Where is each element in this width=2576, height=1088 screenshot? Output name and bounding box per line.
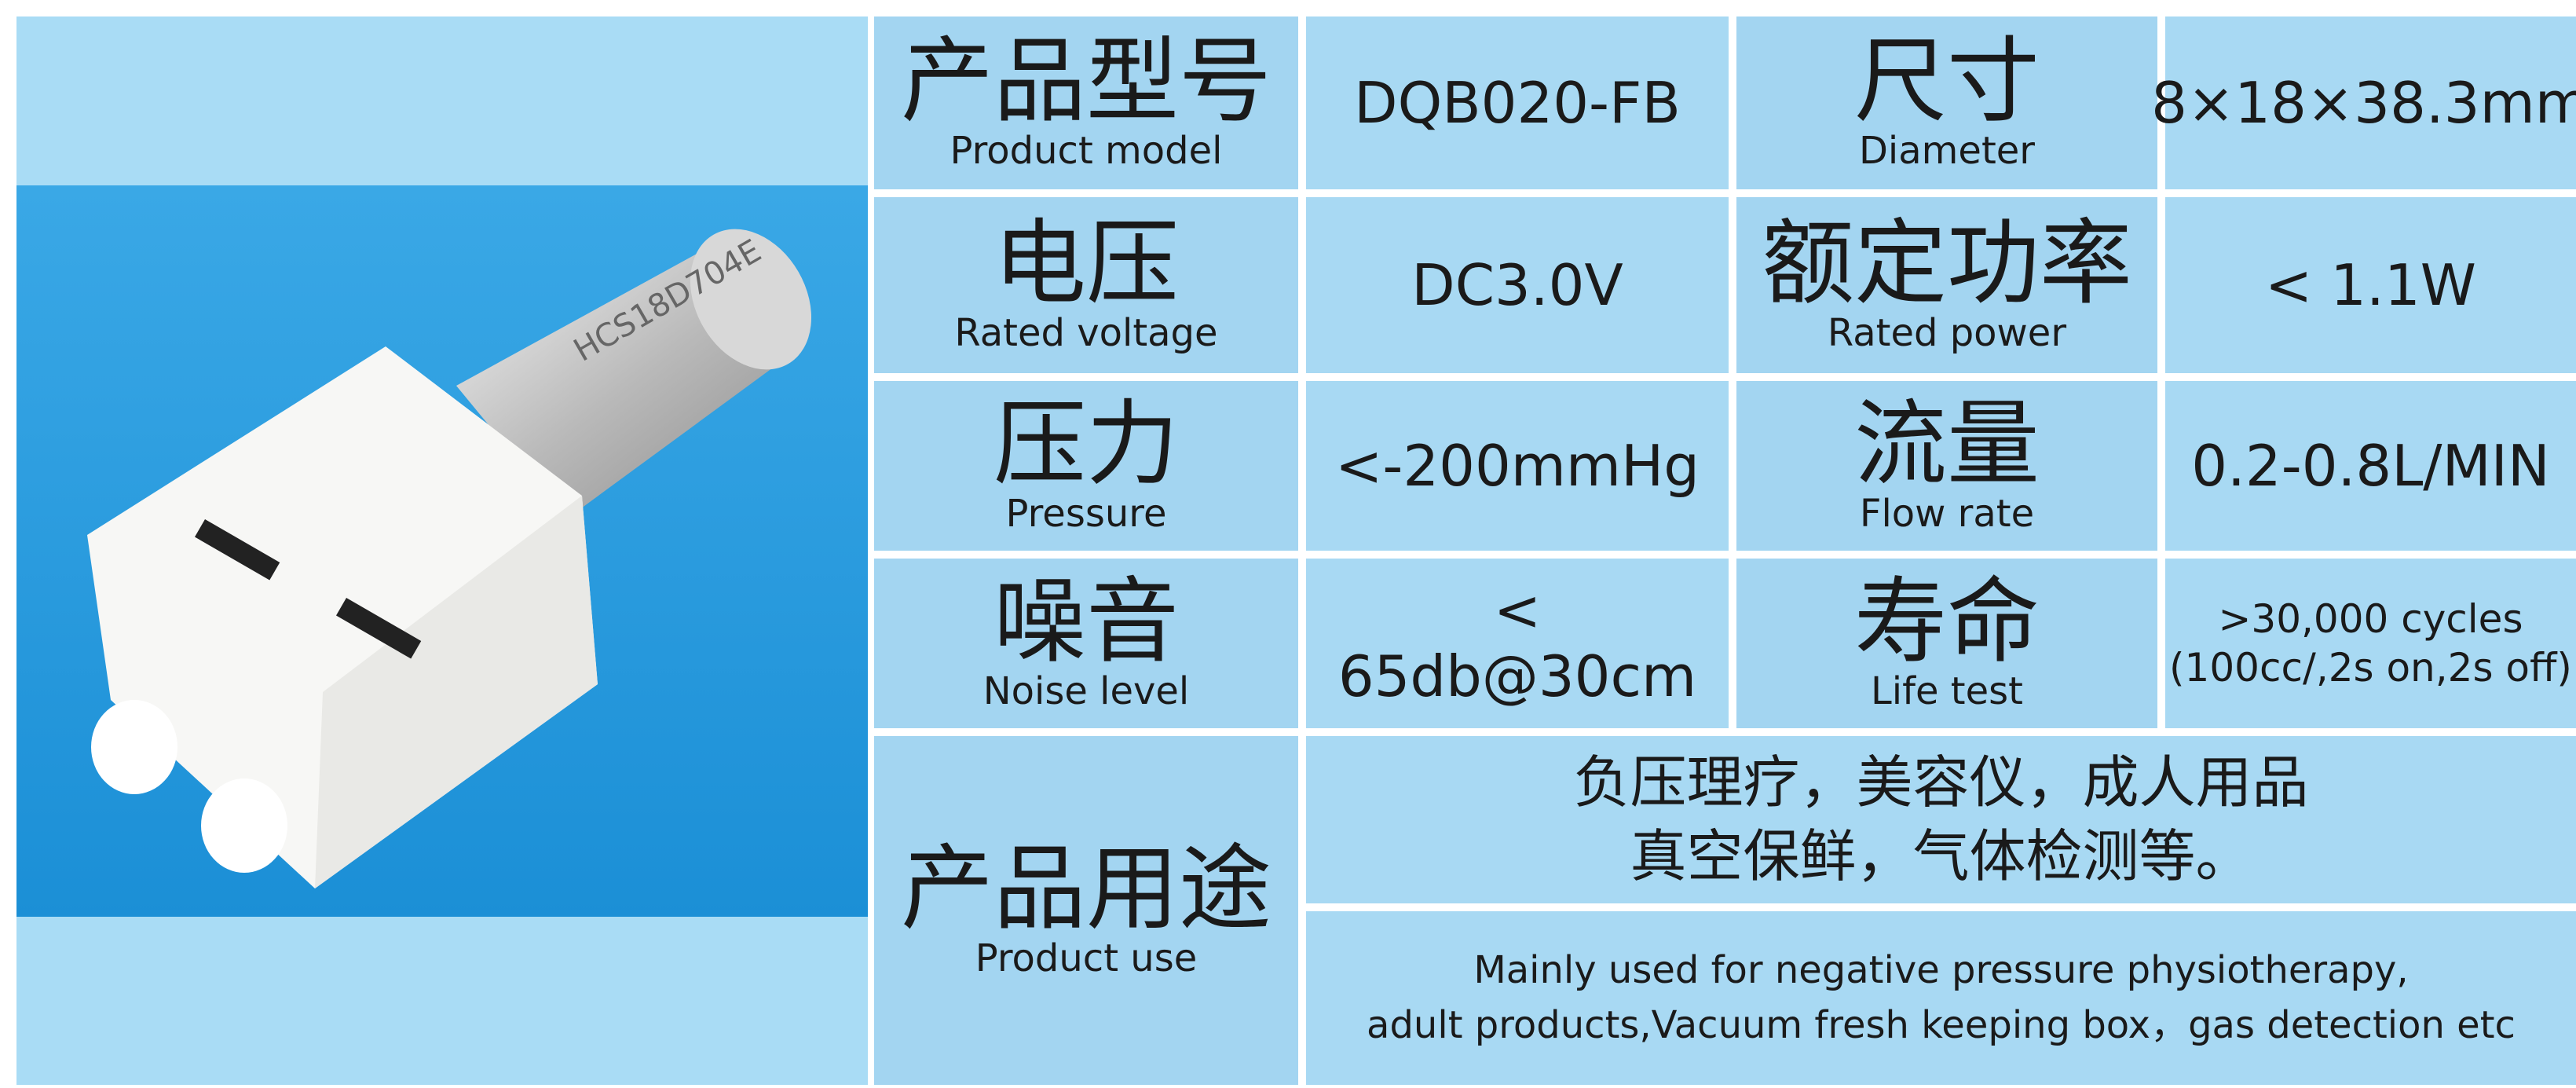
label-zh: 噪音 [993, 566, 1179, 676]
spec-label: 压力 Pressure [874, 381, 1298, 551]
spec-value: 8×18×38.3mm [2151, 16, 2576, 189]
label-zh: 流量 [1853, 389, 2040, 498]
label-en: Product use [975, 936, 1198, 980]
spec-label: 尺寸 Diameter [1736, 16, 2157, 189]
usage-zh-line: 真空保鲜，气体检测等。 [1630, 822, 2252, 889]
usage-label: 产品用途 Product use [874, 736, 1298, 1085]
spec-value: DC3.0V [1306, 197, 1729, 373]
label-en: Pressure [1005, 491, 1167, 536]
label-en: Noise level [982, 669, 1190, 713]
value: >30,000 cycles [2218, 595, 2523, 642]
label-en: Flow rate [1859, 491, 2035, 536]
label-en: Rated voltage [954, 310, 1218, 355]
usage-text: 负压理疗，美容仪，成人用品 真空保鲜，气体检测等。 Mainly used for … [1306, 736, 2576, 1085]
spec-label: 噪音 Noise level [874, 559, 1298, 728]
label-en: Diameter [1858, 128, 2036, 173]
label-zh: 寿命 [1853, 566, 2040, 676]
value-note: (100cc/,2s on,2s off) [2169, 645, 2572, 691]
spec-table: 产品型号 Product model DQB020-FB 尺寸 Diameter 8×18… [874, 16, 2576, 1085]
value: DC3.0V [1411, 252, 1623, 318]
value: < 1.1W [2265, 252, 2476, 318]
value: DQB020-FB [1354, 70, 1681, 136]
spec-value: < 1.1W [2165, 197, 2576, 373]
spec-label: 流量 Flow rate [1736, 381, 2157, 551]
usage-en: Mainly used for negative pressure physio… [1306, 911, 2576, 1085]
usage-zh-line: 负压理疗，美容仪，成人用品 [1573, 749, 2309, 815]
spec-label: 产品型号 Product model [874, 16, 1298, 189]
value: <-200mmHg [1335, 433, 1700, 499]
spec-value: <-200mmHg [1306, 381, 1729, 551]
usage-zh: 负压理疗，美容仪，成人用品 真空保鲜，气体检测等。 [1306, 736, 2576, 903]
spec-value: >30,000 cycles (100cc/,2s on,2s off) [2165, 559, 2576, 728]
label-zh: 额定功率 [1761, 208, 2132, 317]
label-zh: 产品型号 [900, 26, 1272, 135]
spec-label: 电压 Rated voltage [874, 197, 1298, 373]
product-photo: HCS18D704E [16, 16, 868, 1085]
spec-label: 额定功率 Rated power [1736, 197, 2157, 373]
label-zh: 压力 [993, 389, 1179, 498]
spec-value: 0.2-0.8L/MIN [2165, 381, 2576, 551]
label-zh: 电压 [993, 208, 1179, 317]
label-en: Life test [1871, 669, 2023, 713]
value: 0.2-0.8L/MIN [2191, 433, 2550, 499]
label-zh: 产品用途 [900, 833, 1272, 943]
label-en: Rated power [1827, 310, 2067, 355]
value: 8×18×38.3mm [2151, 70, 2576, 136]
spec-value: DQB020-FB [1306, 16, 1729, 189]
usage-en-line: Mainly used for negative pressure physio… [1473, 947, 2409, 992]
label-en: Product model [950, 128, 1223, 173]
label-zh: 尺寸 [1853, 26, 2040, 135]
pump-illustration: HCS18D704E [16, 185, 868, 917]
spec-label: 寿命 Life test [1736, 559, 2157, 728]
value: < 65db@30cm [1337, 577, 1697, 709]
spec-value: < 65db@30cm [1306, 559, 1729, 728]
usage-en-line: adult products,Vacuum fresh keeping box，… [1367, 1002, 2516, 1047]
